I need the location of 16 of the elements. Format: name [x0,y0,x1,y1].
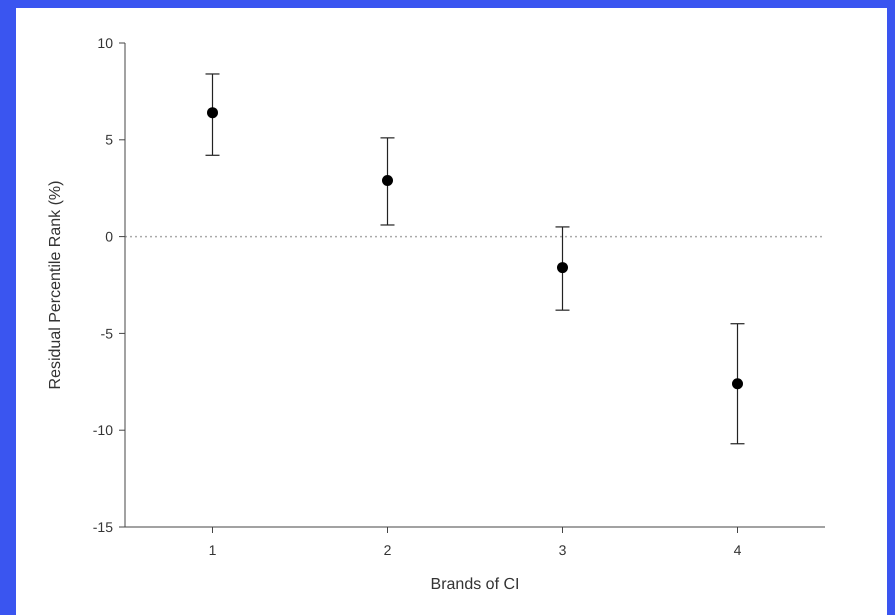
y-tick-label: -10 [92,422,114,438]
x-tick-label: 2 [384,542,392,558]
y-tick-label: 0 [105,228,114,244]
point [732,378,743,390]
point [382,174,393,186]
y-tick-label: -15 [92,518,114,535]
y-tick-label: 5 [105,132,114,148]
x-axis-title: Brands of CI [430,576,520,593]
y-axis-title: Residual Percentile Rank (%) [47,180,64,390]
x-tick-label: 3 [558,542,567,558]
x-tick-label: 1 [208,542,217,558]
y-tick-label: 10 [97,34,114,51]
point [207,107,218,118]
x-tick-label: 4 [734,542,742,558]
y-tick-label: -5 [100,325,114,342]
point [557,262,568,274]
